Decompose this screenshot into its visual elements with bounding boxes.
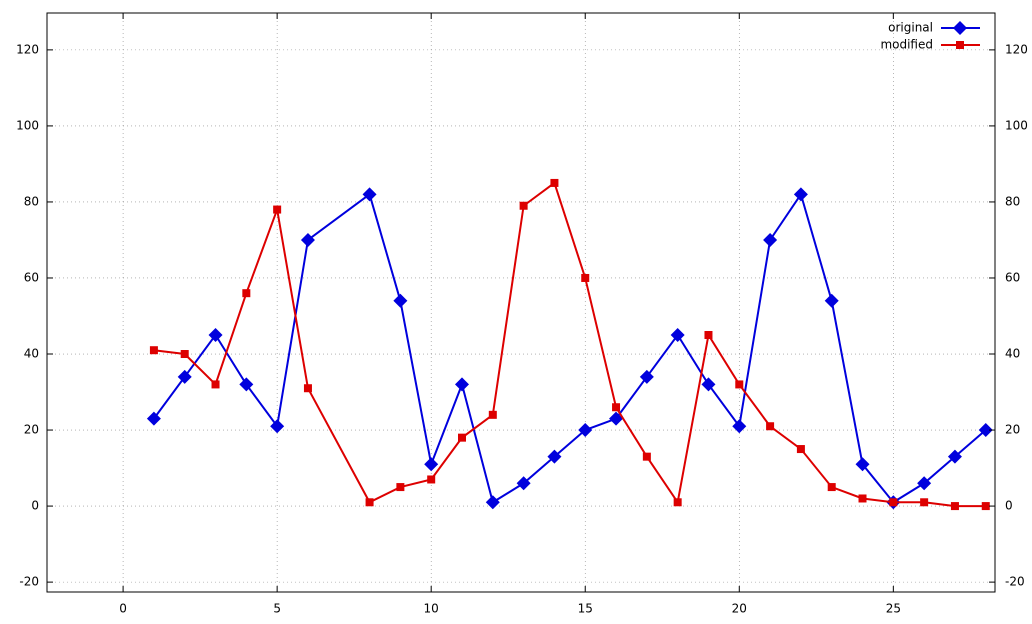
marker	[581, 273, 590, 282]
marker	[824, 293, 839, 308]
marker	[455, 377, 470, 392]
marker	[950, 502, 959, 511]
marker	[300, 232, 315, 247]
x-tick-label: 5	[273, 602, 281, 616]
y-tick-label: 40	[24, 347, 39, 361]
y2-tick-label: 120	[1005, 42, 1028, 56]
marker	[763, 232, 778, 247]
x-tick-label: 10	[424, 602, 439, 616]
marker	[242, 289, 251, 298]
marker	[642, 452, 651, 461]
marker	[793, 187, 808, 202]
marker	[303, 384, 312, 393]
marker	[735, 380, 744, 389]
marker	[701, 377, 716, 392]
marker	[978, 423, 993, 438]
marker	[550, 178, 559, 187]
x-tick-label: 25	[886, 602, 901, 616]
y2-tick-label: 80	[1005, 194, 1020, 208]
marker	[766, 422, 775, 431]
marker	[920, 498, 929, 507]
y-tick-label: 60	[24, 270, 39, 284]
marker	[670, 328, 685, 343]
marker	[427, 475, 436, 484]
y2-tick-label: 100	[1005, 118, 1028, 132]
marker	[396, 483, 405, 492]
y2-tick-label: 40	[1005, 347, 1020, 361]
y-tick-label: 80	[24, 194, 39, 208]
marker	[208, 328, 223, 343]
marker	[424, 457, 439, 472]
marker	[858, 494, 867, 503]
marker	[177, 369, 192, 384]
y-tick-label: 20	[24, 423, 39, 437]
y2-tick-label: -20	[1005, 575, 1025, 589]
marker	[578, 423, 593, 438]
y2-tick-label: 20	[1005, 423, 1020, 437]
marker	[211, 380, 220, 389]
marker	[180, 350, 189, 359]
marker	[673, 498, 682, 507]
marker	[796, 445, 805, 454]
series-line	[153, 192, 987, 504]
x-tick-label: 0	[119, 602, 127, 616]
marker	[917, 476, 932, 491]
x-tick-label: 15	[578, 602, 593, 616]
marker	[956, 41, 964, 49]
y2-tick-label: 60	[1005, 270, 1020, 284]
marker	[732, 419, 747, 434]
marker	[947, 449, 962, 464]
marker	[516, 476, 531, 491]
x-tick-label: 20	[732, 602, 747, 616]
marker	[239, 377, 254, 392]
marker	[458, 433, 467, 442]
y-tick-label: -20	[19, 575, 39, 589]
marker	[889, 498, 898, 507]
y-tick-label: 0	[31, 499, 39, 513]
marker	[827, 483, 836, 492]
marker	[519, 201, 528, 210]
marker	[270, 419, 285, 434]
marker	[488, 410, 497, 419]
y2-tick-label: 0	[1005, 499, 1013, 513]
marker	[273, 205, 282, 214]
y-tick-label: 100	[16, 118, 39, 132]
plot-frame	[46, 12, 996, 593]
marker	[485, 495, 500, 510]
legend-label: modified	[880, 38, 933, 52]
marker	[981, 502, 990, 511]
marker	[855, 457, 870, 472]
marker	[953, 21, 967, 35]
marker	[547, 449, 562, 464]
marker	[704, 331, 713, 340]
legend-label: original	[888, 21, 933, 35]
marker	[362, 187, 377, 202]
marker	[612, 403, 621, 412]
marker	[609, 411, 624, 426]
y-tick-label: 120	[16, 42, 39, 56]
marker	[365, 498, 374, 507]
marker	[393, 293, 408, 308]
marker	[146, 411, 161, 426]
marker	[149, 346, 158, 355]
marker	[639, 369, 654, 384]
